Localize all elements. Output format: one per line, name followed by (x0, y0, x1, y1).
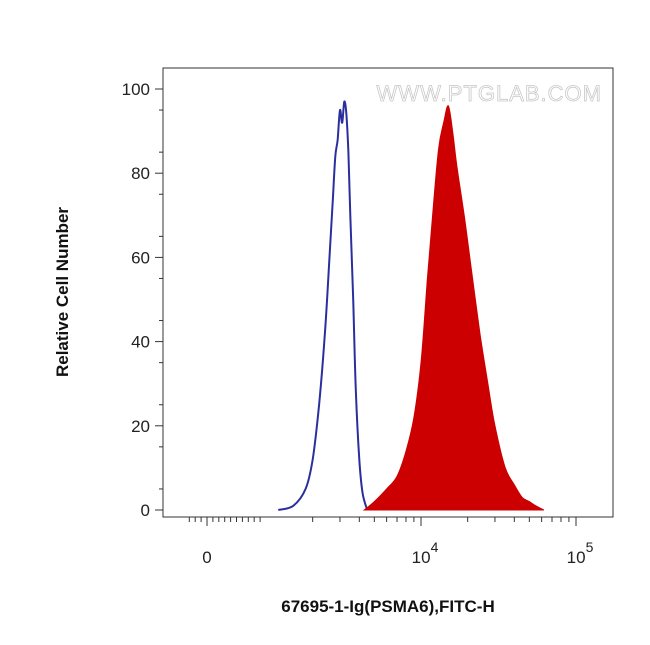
y-tick-label-60: 60 (131, 248, 150, 267)
x-axis-title: 67695-1-Ig(PSMA6),FITC-H (281, 597, 494, 616)
x-tick-label-105: 105 (567, 539, 594, 567)
x-tick-label-0: 0 (202, 548, 211, 567)
y-tick-label-100: 100 (122, 80, 150, 99)
y-tick-label-40: 40 (131, 333, 150, 352)
y-tick-label-80: 80 (131, 164, 150, 183)
y-tick-label-20: 20 (131, 417, 150, 436)
series-layer (278, 100, 545, 511)
plot-frame (162, 67, 614, 518)
watermark-text: WWW.PTGLAB.COM (377, 81, 602, 106)
series-1-filled-histogram (362, 105, 545, 511)
x-tick-exponent: 5 (586, 539, 594, 555)
axis-layer: 0 20 40 60 80 100 0 104 105 (122, 80, 594, 567)
y-tick-label-0: 0 (141, 501, 150, 520)
x-tick-label-104: 104 (412, 539, 439, 567)
series-0-outline-histogram (278, 100, 369, 511)
y-axis-title: Relative Cell Number (53, 207, 72, 377)
x-tick-exponent: 4 (431, 539, 439, 555)
